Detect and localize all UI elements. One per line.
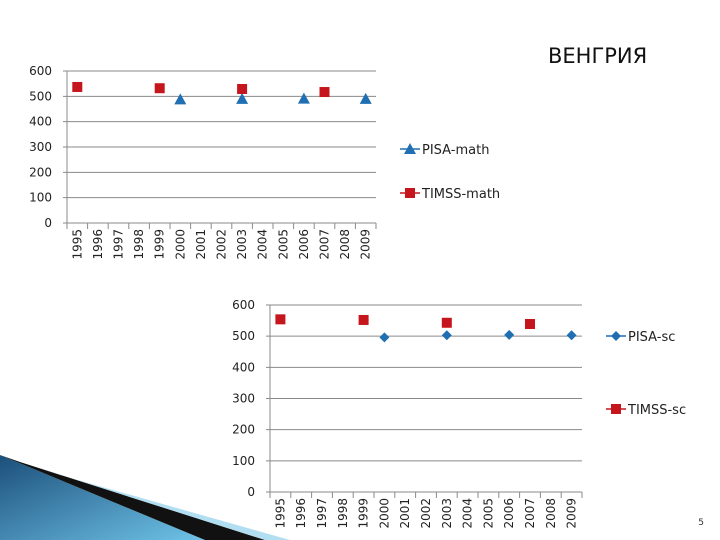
slide-title: ВЕНГРИЯ [548, 44, 648, 68]
page-number: 5 [698, 518, 704, 528]
